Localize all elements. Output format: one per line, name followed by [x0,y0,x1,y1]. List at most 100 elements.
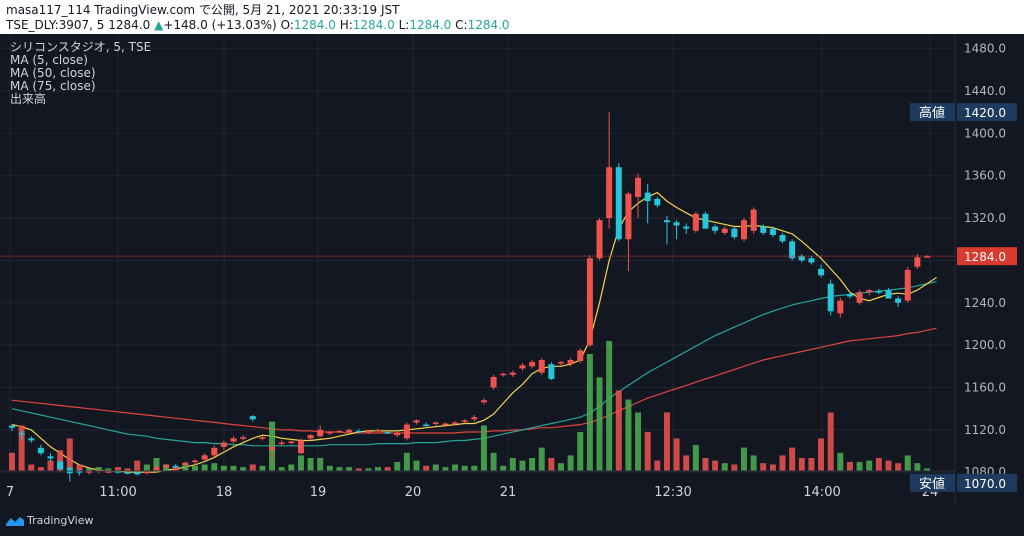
volume-bar [596,377,603,471]
high-label: H: [339,18,353,32]
volume-bar [760,463,767,471]
candle-body [47,456,54,459]
last-price: 1284.0 [108,18,151,32]
volume-bar [529,458,536,471]
tradingview-logo[interactable]: TradingView [6,514,93,527]
price-tags: 高値 1420.0 安値 1070.0 1284.0 [910,103,1017,492]
volume-bar [9,452,15,471]
ma50-line [11,281,937,447]
volume-bar [750,455,757,471]
candle-body [846,294,853,297]
candle-body [509,372,516,375]
annotation-tag-1-value: 1070.0 [964,477,1006,491]
candle-body [924,256,930,258]
candle-body [86,471,93,473]
candle-body [798,256,805,261]
candle-body [201,455,208,460]
change-arrow-icon: ▲ [154,18,164,32]
y-tick-label: 1400.0 [964,126,1006,140]
candle-body [105,471,112,473]
volume-bar [278,467,285,471]
y-tick-label: 1160.0 [964,381,1006,395]
volume-bar [673,438,680,471]
candle-body [827,283,834,312]
price-chart[interactable]: 1080.01120.01160.01200.01240.01280.01320… [0,34,1024,506]
candle-body [413,420,420,423]
volume-bar [413,460,420,471]
candle-body [114,471,121,473]
y-tick-label: 1240.0 [964,296,1006,310]
candle-body [895,298,902,303]
candle-body [519,365,526,369]
volume-bar [423,465,430,471]
y-tick-label: 1360.0 [964,169,1006,183]
candle-body [885,290,892,299]
candle-body [423,424,430,427]
candle-body [220,442,227,447]
volume-bar [625,399,632,471]
volume-bars [9,341,930,471]
tradingview-logo-icon [6,517,24,526]
candle-body [586,258,593,346]
volume-bar [769,464,776,471]
candle-body [750,209,757,231]
candle-body [712,226,719,231]
volume-bar [654,460,661,471]
grid [0,34,955,473]
annotation-tag-1-label: 安値 [919,476,945,492]
volume-bar [798,458,805,471]
x-tick-label: 18 [216,485,233,500]
legend-ma5: MA (5, close) [10,53,88,67]
volume-bar [721,463,728,471]
candle-body [365,430,372,433]
volume-bar [875,458,882,471]
candle-body [490,376,497,388]
candle-body [442,423,449,426]
volume-bar [635,412,642,471]
close-label: C: [455,18,468,32]
candle-body [37,447,44,454]
candle-body [904,269,911,301]
volume-bar [471,465,478,471]
change: +148.0 (+13.03%) [163,18,277,32]
volume-bar [895,463,902,471]
candle-body [278,442,285,445]
legend-ma50: MA (50, close) [10,66,96,80]
annotation-tag-0-value: 1420.0 [964,106,1006,120]
y-tick-label: 1440.0 [964,84,1006,98]
volume-bar [818,438,825,471]
candle-body [721,228,728,233]
candle-body [297,440,304,454]
candle-body [211,447,218,456]
candle-body [866,290,873,293]
candle-body [856,292,863,303]
volume-bar [558,463,564,471]
volume-bar [480,425,487,471]
candle-body [432,422,439,424]
candle-body [654,198,661,206]
volume-bar [336,467,343,471]
volume-bar [28,464,35,471]
volume-bar [452,464,459,471]
volume-bar [143,464,150,471]
volume-bar [586,354,593,471]
volume-bar [230,465,237,471]
candle-body [240,437,247,439]
volume-bar [297,455,304,471]
candle-body [76,471,83,473]
candle-body [558,362,564,364]
candle-body [663,220,670,223]
candle-body [596,220,603,259]
candles [9,112,930,482]
high-value: 1284.0 [352,18,395,32]
candle-body [9,425,15,428]
x-axis[interactable]: 7 11:00 18 19 20 21 12:30 14:00 24 [6,485,938,500]
chart-header: masa117_114 TradingView.com で公開, 5月 21, … [0,0,1024,34]
volume-bar [37,467,44,471]
annotation-tag-0-value-box [957,103,1017,122]
annotation-tag-1-label-box [910,473,955,492]
candle-body [480,400,487,403]
volume-bar [182,463,189,471]
candle-body [153,466,160,471]
volume-bar [856,461,863,471]
